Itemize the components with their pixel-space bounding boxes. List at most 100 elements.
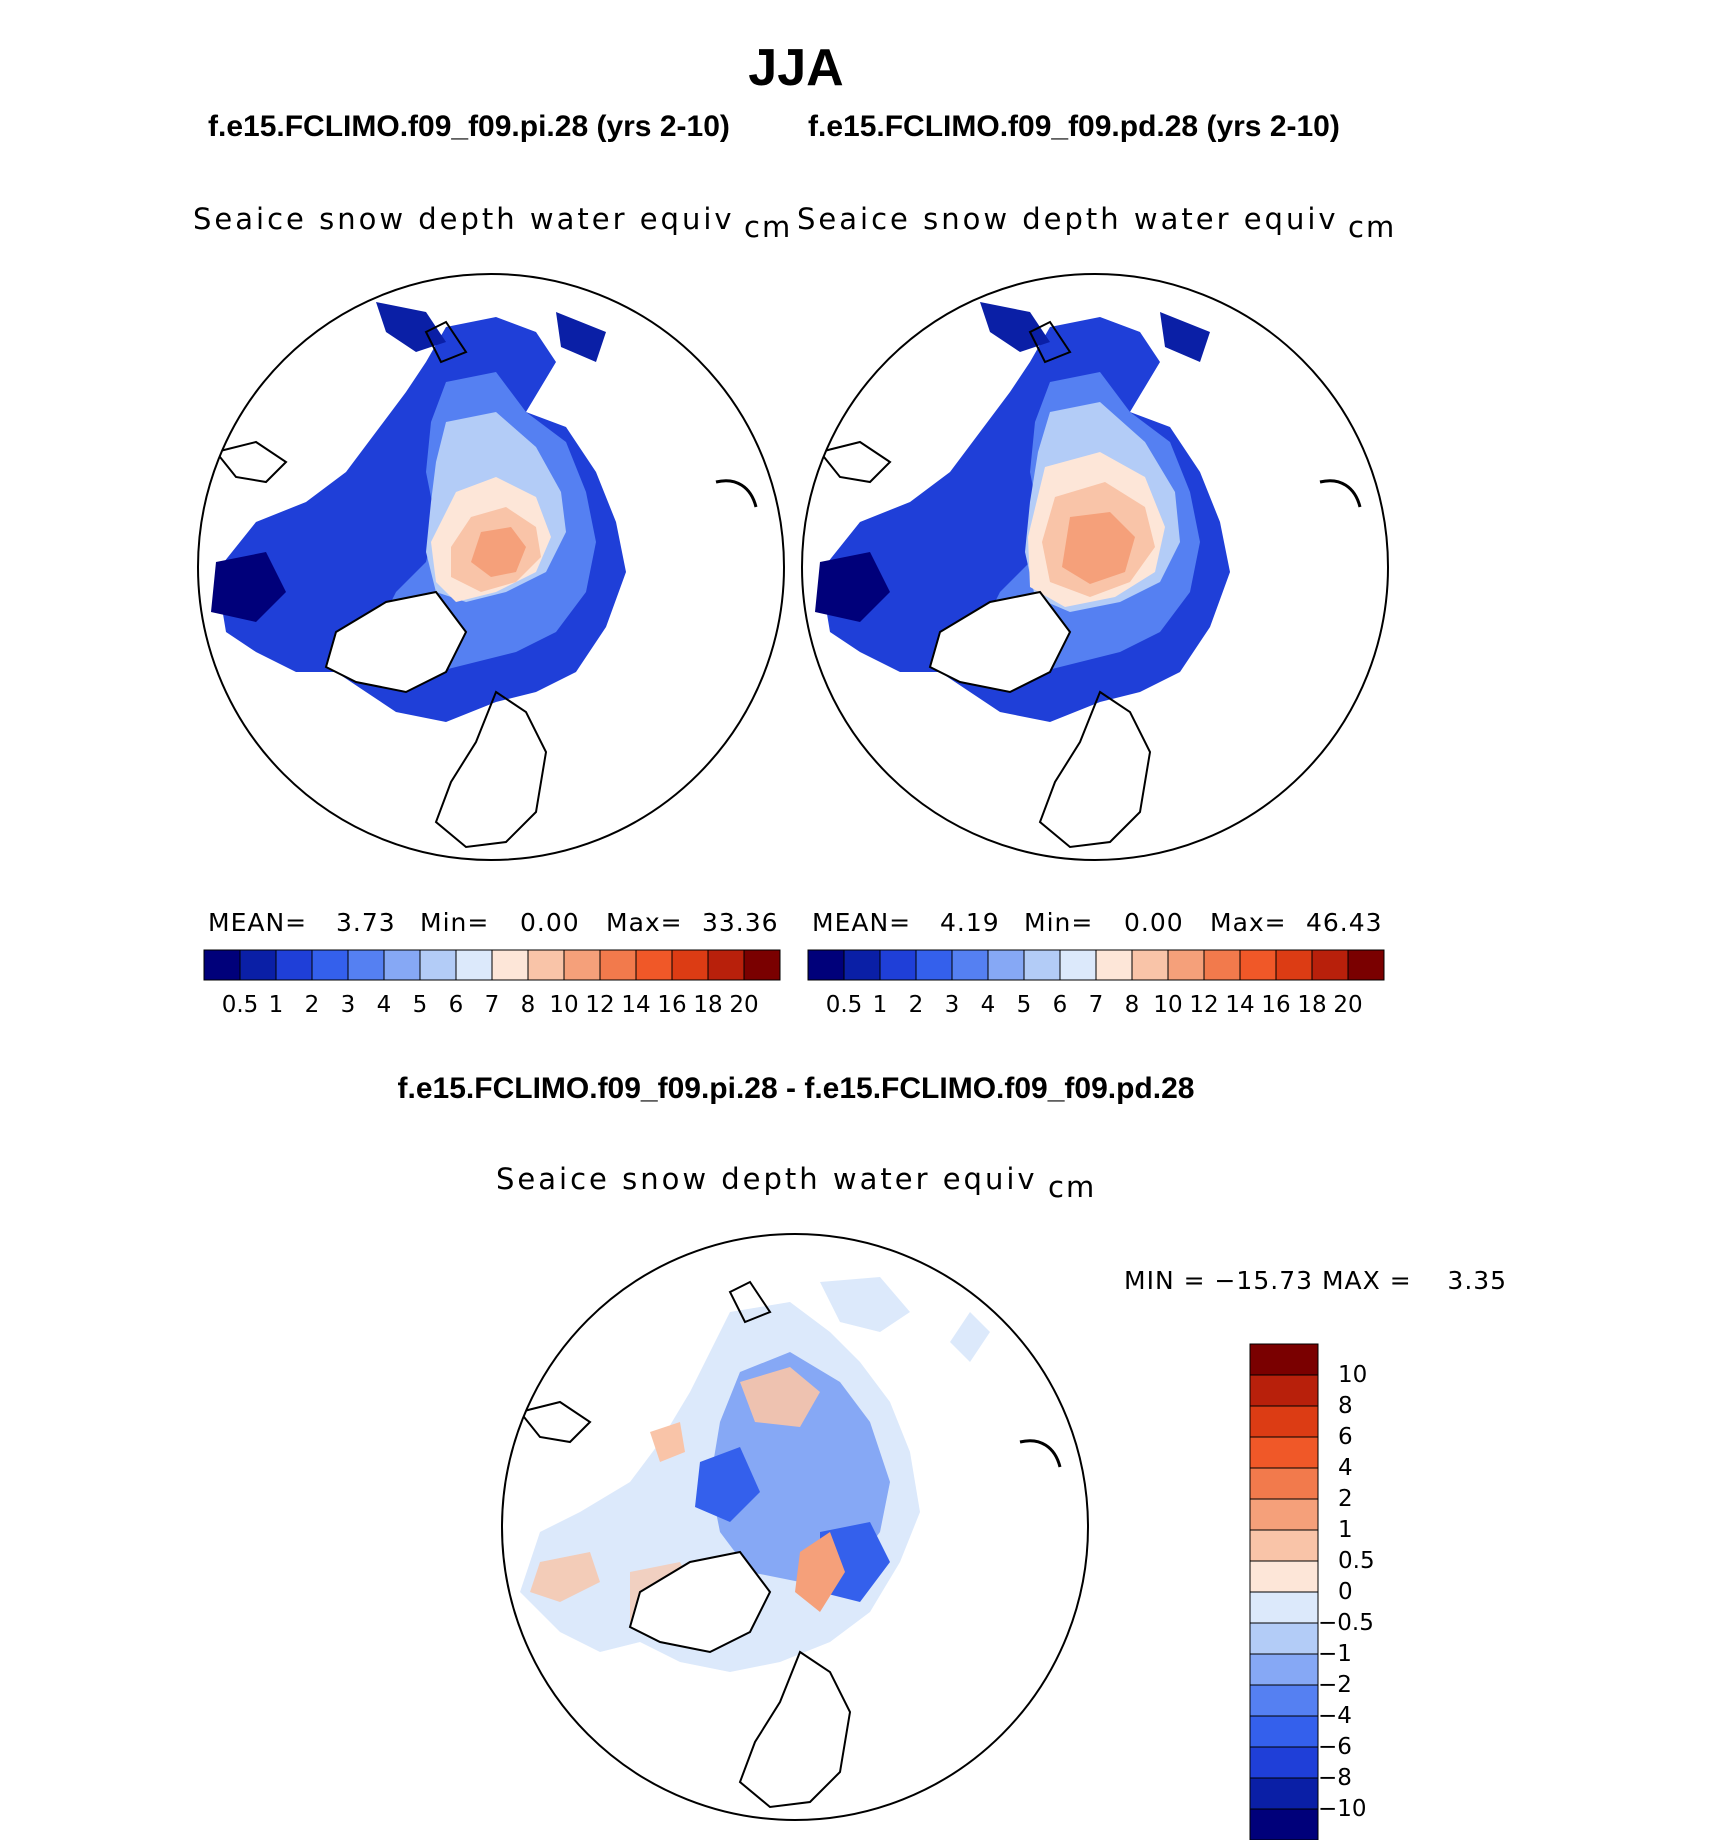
panel-2-colorbar-swatch bbox=[1167, 949, 1205, 981]
panel-2-colorbar-tick-label: 5 bbox=[1016, 992, 1032, 1018]
panel-2-colorbar-tick-label: 2 bbox=[908, 992, 924, 1018]
diff-units-label: cm bbox=[1048, 1170, 1097, 1204]
panel-1-colorbar-swatch bbox=[455, 949, 493, 981]
diff-colorbar-swatch bbox=[1249, 1498, 1319, 1531]
panel-1-colorbar-tick-label: 2 bbox=[304, 992, 320, 1018]
panel-2-colorbar-swatch bbox=[1095, 949, 1133, 981]
diff-colorbar-swatch bbox=[1249, 1405, 1319, 1438]
diff-title: f.e15.FCLIMO.f09_f09.pi.28 - f.e15.FCLIM… bbox=[397, 1072, 1195, 1105]
diff-colorbar-swatch bbox=[1249, 1529, 1319, 1562]
diff-colorbar-swatch bbox=[1249, 1746, 1319, 1779]
panel-2-colorbar-swatch bbox=[1203, 949, 1241, 981]
panel-2-case-title: f.e15.FCLIMO.f09_f09.pd.28 (yrs 2-10) bbox=[808, 110, 1340, 143]
panel-1-colorbar-tick-label: 1 bbox=[268, 992, 284, 1018]
panel-1-colorbar-swatch bbox=[743, 949, 781, 981]
panel-2-min-value: 0.00 bbox=[1124, 908, 1184, 937]
season-title: JJA bbox=[748, 39, 844, 97]
panel-2-polar-map bbox=[801, 273, 1389, 861]
panel-1-units-label: cm bbox=[744, 210, 793, 244]
diff-colorbar-tick-label: 4 bbox=[1338, 1455, 1353, 1481]
panel-1-colorbar-tick-label: 20 bbox=[729, 992, 759, 1018]
diff-colorbar-tick-label: 8 bbox=[1338, 1393, 1353, 1419]
panel-1-colorbar-tick-label: 7 bbox=[484, 992, 500, 1018]
panel-1-min-label: Min= bbox=[420, 908, 490, 937]
panel-1-colorbar-swatch bbox=[599, 949, 637, 981]
panel-2-colorbar-tick-label: 6 bbox=[1052, 992, 1068, 1018]
diff-colorbar-tick-label: −4 bbox=[1318, 1703, 1352, 1729]
diff-polar-map bbox=[501, 1233, 1089, 1821]
panel-2-colorbar-tick-label: 8 bbox=[1124, 992, 1140, 1018]
panel-1-colorbar-swatch bbox=[239, 949, 277, 981]
diff-colorbar-tick-label: 10 bbox=[1338, 1362, 1368, 1388]
panel-1-colorbar-swatch bbox=[635, 949, 673, 981]
panel-2-colorbar-tick-label: 14 bbox=[1225, 992, 1255, 1018]
panel-2-min-label: Min= bbox=[1024, 908, 1094, 937]
panel-2-colorbar-tick-label: 12 bbox=[1189, 992, 1219, 1018]
panel-2-colorbar-swatch bbox=[915, 949, 953, 981]
panel-2-colorbar-swatch bbox=[843, 949, 881, 981]
diff-colorbar-swatch bbox=[1249, 1808, 1319, 1840]
diff-colorbar-tick-label: −6 bbox=[1318, 1734, 1352, 1760]
panel-1-colorbar-tick-label: 0.5 bbox=[221, 992, 259, 1018]
panel-1-colorbar-swatch bbox=[275, 949, 313, 981]
panel-2-max-label: Max= bbox=[1210, 908, 1287, 937]
panel-2-colorbar-swatch bbox=[1059, 949, 1097, 981]
panel-2-colorbar-tick-label: 18 bbox=[1297, 992, 1327, 1018]
panel-2-colorbar-swatch bbox=[1023, 949, 1061, 981]
panel-1-colorbar-tick-label: 10 bbox=[549, 992, 579, 1018]
panel-2-colorbar-tick-label: 20 bbox=[1333, 992, 1363, 1018]
panel-2-colorbar-swatch bbox=[987, 949, 1025, 981]
panel-1-colorbar-tick-label: 12 bbox=[585, 992, 615, 1018]
panel-2-colorbar-swatch bbox=[1347, 949, 1385, 981]
panel-2-units-label: cm bbox=[1348, 210, 1397, 244]
panel-2-colorbar-tick-label: 7 bbox=[1088, 992, 1104, 1018]
panel-1-mean-label: MEAN= bbox=[208, 908, 308, 937]
panel-2-colorbar-swatch bbox=[951, 949, 989, 981]
diff-colorbar-swatch bbox=[1249, 1777, 1319, 1810]
diff-colorbar-swatch bbox=[1249, 1560, 1319, 1593]
diff-colorbar-tick-label: −2 bbox=[1318, 1672, 1352, 1698]
panel-1-colorbar-swatch bbox=[311, 949, 349, 981]
panel-2-colorbar-swatch bbox=[879, 949, 917, 981]
panel-1-min-value: 0.00 bbox=[520, 908, 580, 937]
diff-colorbar-swatch bbox=[1249, 1374, 1319, 1407]
panel-2-max-value: 46.43 bbox=[1306, 908, 1383, 937]
panel-1-case-title: f.e15.FCLIMO.f09_f09.pi.28 (yrs 2-10) bbox=[208, 110, 730, 143]
panel-1-colorbar-tick-label: 3 bbox=[340, 992, 356, 1018]
panel-1-colorbar-tick-label: 8 bbox=[520, 992, 536, 1018]
panel-1-colorbar-tick-label: 5 bbox=[412, 992, 428, 1018]
diff-colorbar-tick-label: 0.5 bbox=[1338, 1548, 1375, 1574]
panel-1-colorbar-tick-label: 18 bbox=[693, 992, 723, 1018]
diff-colorbar-tick-label: −1 bbox=[1318, 1641, 1352, 1667]
panel-1-colorbar-tick-label: 16 bbox=[657, 992, 687, 1018]
diff-colorbar-swatch bbox=[1249, 1715, 1319, 1748]
panel-2-colorbar-tick-label: 10 bbox=[1153, 992, 1183, 1018]
panel-2-colorbar bbox=[807, 949, 1385, 981]
panel-1-colorbar-tick-label: 14 bbox=[621, 992, 651, 1018]
diff-colorbar-swatch bbox=[1249, 1436, 1319, 1469]
panel-1-variable-label: Seaice snow depth water equiv bbox=[193, 202, 735, 236]
panel-1-colorbar-swatch bbox=[563, 949, 601, 981]
panel-1-mean-value: 3.73 bbox=[336, 908, 396, 937]
panel-1-max-value: 33.36 bbox=[702, 908, 779, 937]
panel-1-colorbar-tick-label: 4 bbox=[376, 992, 392, 1018]
panel-1-colorbar-swatch bbox=[707, 949, 745, 981]
diff-colorbar-tick-label: 1 bbox=[1338, 1517, 1353, 1543]
panel-1-polar-map bbox=[197, 273, 785, 861]
diff-colorbar-swatch bbox=[1249, 1591, 1319, 1624]
diff-colorbar-swatch bbox=[1249, 1467, 1319, 1500]
panel-2-variable-label: Seaice snow depth water equiv bbox=[797, 202, 1339, 236]
panel-2-colorbar-tick-label: 3 bbox=[944, 992, 960, 1018]
diff-colorbar-tick-label: 6 bbox=[1338, 1424, 1353, 1450]
diff-range-label: MIN = −15.73 MAX = 3.35 bbox=[1124, 1266, 1508, 1295]
panel-1-colorbar bbox=[203, 949, 781, 981]
panel-1-colorbar-swatch bbox=[527, 949, 565, 981]
diff-colorbar-tick-label: 0 bbox=[1338, 1579, 1353, 1605]
panel-2-mean-label: MEAN= bbox=[812, 908, 912, 937]
diff-colorbar-swatch bbox=[1249, 1622, 1319, 1655]
diff-colorbar-swatch bbox=[1249, 1684, 1319, 1717]
panel-2-colorbar-swatch bbox=[1311, 949, 1349, 981]
diff-colorbar bbox=[1249, 1343, 1319, 1840]
panel-2-colorbar-tick-label: 16 bbox=[1261, 992, 1291, 1018]
panel-2-colorbar-tick-label: 1 bbox=[872, 992, 888, 1018]
